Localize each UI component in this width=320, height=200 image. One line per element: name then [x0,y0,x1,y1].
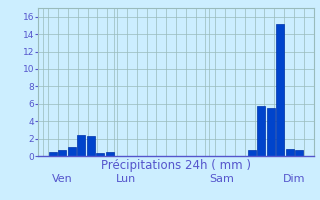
Bar [96,153,104,156]
Text: Dim: Dim [283,174,306,184]
Bar [58,150,66,156]
Text: Ven: Ven [52,174,73,184]
Bar [77,135,85,156]
Bar [106,152,114,156]
Bar [276,24,284,156]
Bar [267,108,275,156]
X-axis label: Précipitations 24h ( mm ): Précipitations 24h ( mm ) [101,159,251,172]
Bar [68,147,76,156]
Bar [257,106,266,156]
Bar [248,150,256,156]
Text: Lun: Lun [116,174,136,184]
Bar [86,136,95,156]
Bar [286,149,294,156]
Text: Sam: Sam [209,174,234,184]
Bar [295,150,303,156]
Bar [49,152,57,156]
